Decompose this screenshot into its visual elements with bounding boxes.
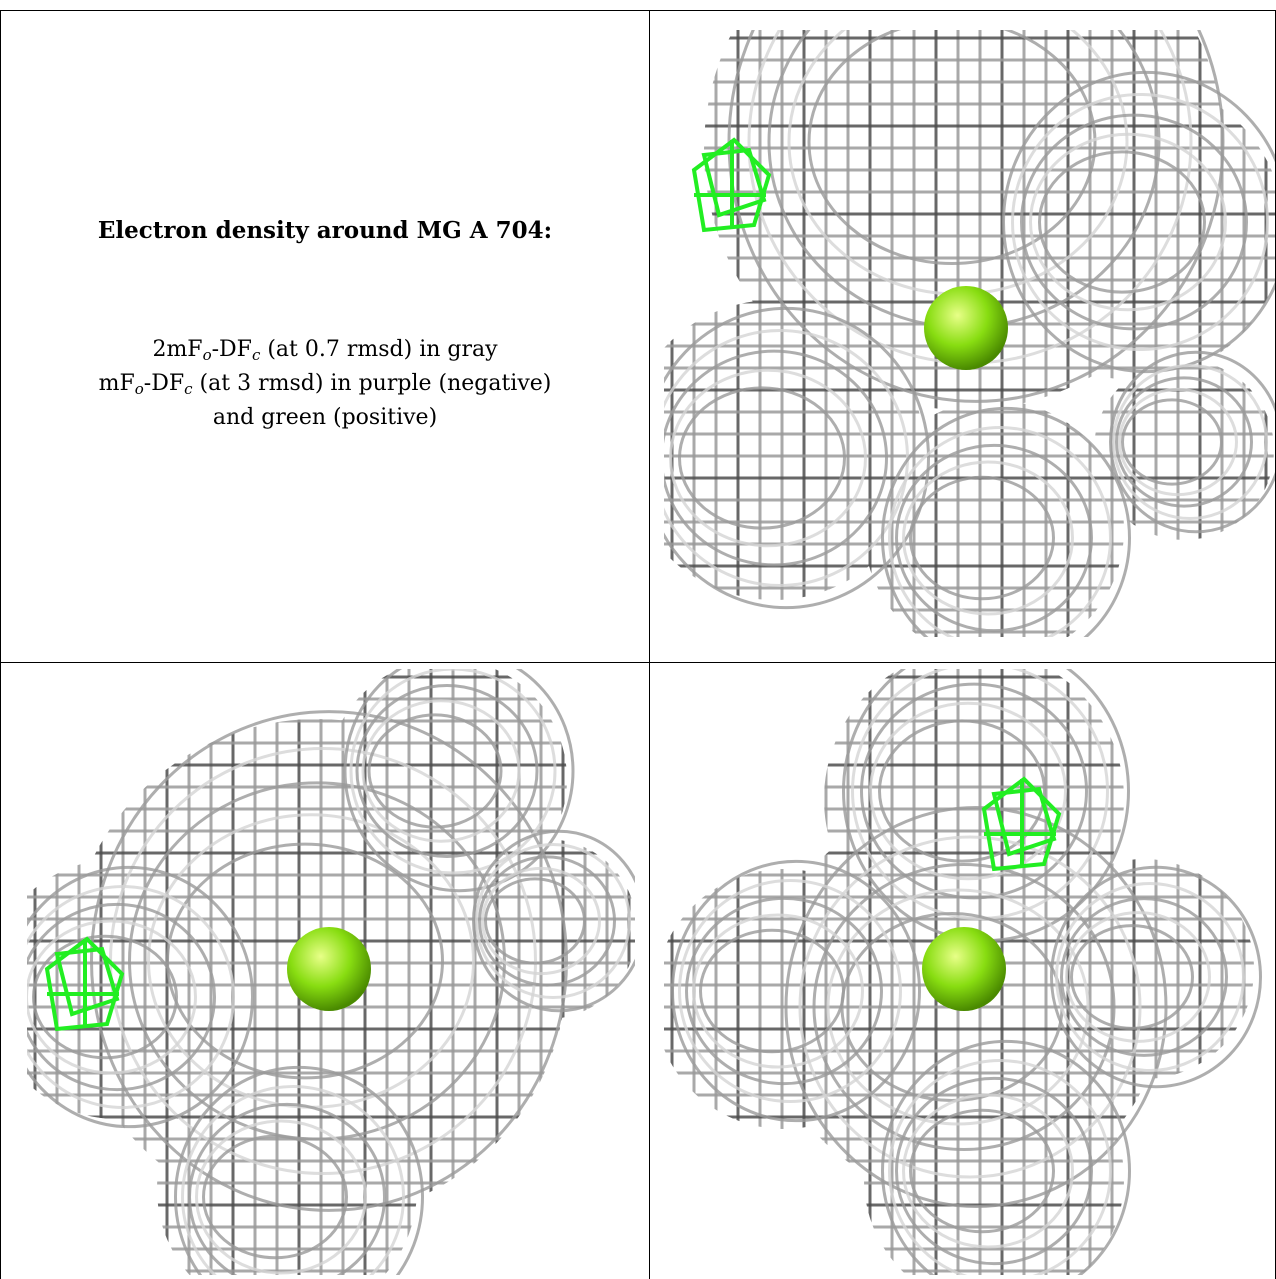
density-view-3 (664, 669, 1275, 1275)
table-border-top (0, 10, 1276, 11)
density-view-1 (664, 30, 1275, 637)
mg-atom-icon (924, 286, 1008, 370)
density-map-svg (664, 669, 1262, 1275)
table-border-center (649, 10, 650, 1279)
density-map-svg (664, 30, 1275, 637)
caption-cell: Electron density around MG A 704: 2mFo-D… (1, 11, 649, 661)
density-map-svg (27, 669, 635, 1275)
mg-atom-icon (287, 927, 371, 1011)
positive-density-mesh (44, 936, 125, 1032)
positive-density-mesh (981, 776, 1062, 872)
caption-title: Electron density around MG A 704: (97, 217, 553, 244)
table-border-left (0, 10, 1, 1279)
caption-line-3: and green (positive) (212, 405, 438, 430)
table-border-middle (0, 662, 1276, 663)
caption-line-2: mFo-DFc (at 3 rmsd) in purple (negative) (98, 371, 552, 398)
positive-density-mesh (691, 137, 772, 233)
mg-atom-icon (922, 927, 1006, 1011)
density-view-2 (27, 669, 635, 1275)
caption-legend: 2mFo-DFc (at 0.7 rmsd) in gray mFo-DFc (… (1, 333, 649, 435)
caption-line-1: 2mFo-DFc (at 0.7 rmsd) in gray (152, 337, 498, 364)
